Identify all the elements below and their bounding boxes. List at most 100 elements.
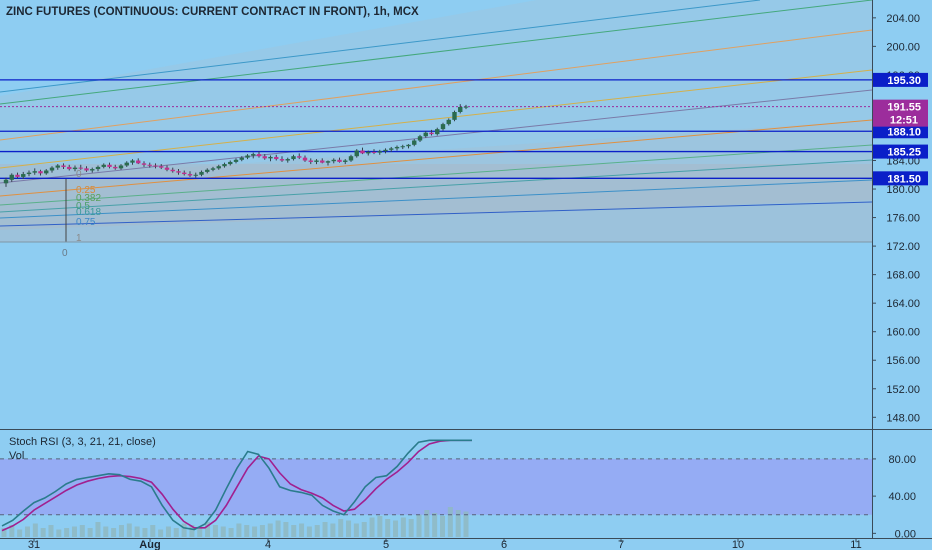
candle-body[interactable] (61, 165, 66, 167)
candle-body[interactable] (164, 167, 170, 170)
candle-body[interactable] (124, 162, 129, 166)
candle-body[interactable] (32, 171, 37, 173)
candle-body[interactable] (302, 157, 308, 161)
candle-body[interactable] (222, 164, 227, 167)
stoch-band (0, 458, 872, 515)
candle-body[interactable] (291, 156, 296, 160)
candle-body[interactable] (90, 169, 95, 171)
candle-body[interactable] (251, 154, 256, 156)
candle-body[interactable] (170, 169, 175, 172)
candle-body[interactable] (429, 132, 434, 135)
candles[interactable] (3, 104, 469, 187)
candle-body[interactable] (274, 156, 279, 160)
candle-body[interactable] (67, 166, 72, 170)
candle-body[interactable] (136, 160, 141, 164)
candle-body[interactable] (193, 174, 198, 176)
candle-body[interactable] (308, 160, 313, 162)
candle-body[interactable] (423, 132, 428, 137)
volume-bar (283, 522, 289, 537)
candle-body[interactable] (113, 166, 118, 169)
candle-body[interactable] (101, 164, 106, 167)
candle-body[interactable] (72, 167, 78, 170)
candle-body[interactable] (389, 148, 394, 150)
candle-body[interactable] (371, 151, 377, 153)
candle-body[interactable] (9, 174, 14, 180)
candle-body[interactable] (182, 172, 187, 175)
candle-body[interactable] (159, 166, 164, 168)
candle-body[interactable] (21, 174, 26, 177)
candle-body[interactable] (279, 159, 285, 161)
candle-body[interactable] (354, 150, 359, 157)
indicator-pane[interactable] (0, 439, 872, 537)
candle-body[interactable] (331, 159, 336, 162)
candle-body[interactable] (44, 170, 49, 174)
candle-body[interactable] (205, 169, 210, 172)
candle-body[interactable] (78, 167, 83, 169)
main-pane[interactable] (0, 0, 872, 243)
price-tick-label: 204.00 (886, 13, 920, 25)
candle-body[interactable] (199, 171, 204, 175)
candle-body[interactable] (440, 124, 446, 130)
fib-fan-line (0, 119, 872, 197)
candle-body[interactable] (262, 156, 267, 159)
candle-body[interactable] (325, 161, 331, 163)
candle-body[interactable] (268, 156, 273, 159)
candle-body[interactable] (176, 171, 181, 173)
volume-bar (385, 519, 391, 537)
candle-body[interactable] (15, 174, 20, 177)
volume-bar (432, 513, 438, 537)
candle-body[interactable] (216, 166, 221, 169)
volume-bar (9, 525, 15, 537)
price-tick-label: 164.00 (886, 298, 920, 310)
candle-body[interactable] (147, 164, 152, 166)
candle-body[interactable] (130, 160, 135, 163)
candle-body[interactable] (458, 107, 463, 112)
price-tick-label: 148.00 (886, 412, 920, 424)
candle-body[interactable] (463, 106, 469, 108)
candle-body[interactable] (141, 163, 147, 165)
time-scale[interactable]: 31 Aug 4 5 6 7 10 11 (28, 538, 862, 550)
candle-body[interactable] (377, 151, 382, 153)
candle-body[interactable] (256, 154, 262, 157)
candle-body[interactable] (366, 151, 371, 154)
candle-body[interactable] (400, 146, 405, 148)
candle-body[interactable] (320, 160, 325, 163)
candle-body[interactable] (49, 167, 55, 171)
candle-body[interactable] (84, 168, 89, 171)
candle-body[interactable] (446, 119, 451, 125)
candle-body[interactable] (239, 157, 244, 160)
candle-body[interactable] (228, 161, 233, 165)
time-tick-label: 5 (383, 539, 389, 550)
volume-bar (17, 529, 23, 537)
candle-body[interactable] (417, 136, 423, 141)
candle-body[interactable] (118, 165, 124, 169)
fib-base-label: 0 (62, 248, 68, 259)
candle-body[interactable] (55, 165, 60, 168)
candle-body[interactable] (314, 160, 319, 162)
candle-body[interactable] (452, 111, 457, 120)
candle-body[interactable] (435, 129, 440, 135)
fib-level-label: 0.618 (76, 207, 101, 218)
candle-body[interactable] (26, 172, 32, 175)
candle-body[interactable] (285, 159, 290, 161)
candle-body[interactable] (412, 140, 417, 145)
candle-body[interactable] (297, 156, 302, 158)
candle-body[interactable] (394, 146, 400, 149)
candle-body[interactable] (95, 166, 101, 170)
candle-body[interactable] (406, 144, 411, 147)
candle-body[interactable] (3, 179, 9, 184)
candle-body[interactable] (153, 165, 158, 167)
candle-body[interactable] (337, 159, 342, 162)
candle-body[interactable] (187, 174, 193, 176)
candle-body[interactable] (383, 149, 388, 152)
indicator-scale[interactable]: 80.00 40.00 0.00 (872, 454, 916, 540)
candle-body[interactable] (245, 155, 250, 158)
volume-bar (338, 519, 344, 537)
candle-body[interactable] (107, 164, 112, 167)
candle-body[interactable] (38, 171, 43, 174)
candle-body[interactable] (210, 168, 216, 170)
candle-body[interactable] (233, 159, 239, 162)
candle-body[interactable] (348, 156, 354, 161)
candle-body[interactable] (360, 150, 365, 154)
candle-body[interactable] (343, 160, 348, 162)
